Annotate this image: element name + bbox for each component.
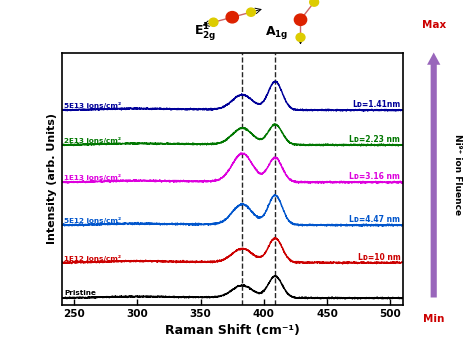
Text: 5E13 ions/cm²: 5E13 ions/cm² — [64, 102, 121, 109]
Text: 1E12 ions/cm²: 1E12 ions/cm² — [64, 254, 121, 261]
Text: $\mathbf{E^1_{2g}}$: $\mathbf{E^1_{2g}}$ — [194, 21, 216, 43]
Text: 2E13 ions/cm²: 2E13 ions/cm² — [64, 136, 121, 144]
Ellipse shape — [296, 33, 305, 42]
Text: Lᴅ=3.16 nm: Lᴅ=3.16 nm — [349, 172, 401, 181]
Ellipse shape — [209, 18, 218, 26]
Text: Min: Min — [423, 314, 445, 323]
Text: Max: Max — [421, 20, 446, 29]
Text: Lᴅ=4.47 nm: Lᴅ=4.47 nm — [349, 215, 401, 224]
Text: $\mathbf{A_{1g}}$: $\mathbf{A_{1g}}$ — [265, 24, 288, 41]
Text: Lᴅ=2.23 nm: Lᴅ=2.23 nm — [349, 135, 401, 144]
Ellipse shape — [226, 12, 238, 23]
Ellipse shape — [310, 0, 319, 6]
Text: Ni⁹⁺ ion Fluence: Ni⁹⁺ ion Fluence — [453, 134, 462, 216]
Y-axis label: Intensity (arb. Units): Intensity (arb. Units) — [47, 113, 57, 244]
Text: Lᴅ=1.41nm: Lᴅ=1.41nm — [352, 100, 401, 109]
Ellipse shape — [246, 8, 255, 16]
Text: Lᴅ=10 nm: Lᴅ=10 nm — [357, 253, 401, 261]
Text: Pristine: Pristine — [64, 290, 96, 296]
Text: 1E13 ions/cm²: 1E13 ions/cm² — [64, 174, 121, 181]
Text: 5E12 ions/cm²: 5E12 ions/cm² — [64, 217, 121, 224]
Ellipse shape — [294, 14, 307, 26]
X-axis label: Raman Shift (cm⁻¹): Raman Shift (cm⁻¹) — [165, 323, 300, 337]
